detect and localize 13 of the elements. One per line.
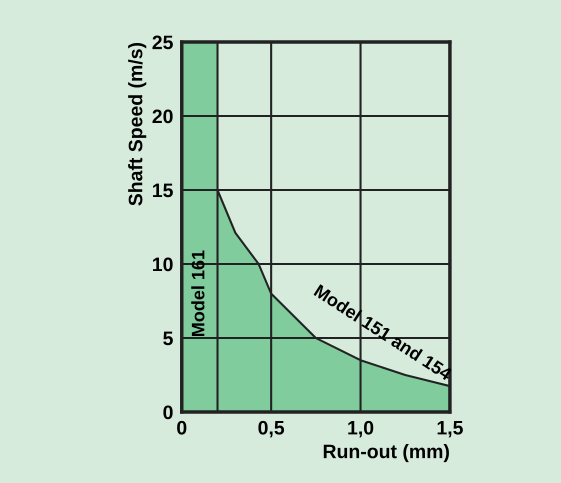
y-tick-label: 20 [152,109,173,124]
y-tick-label: 5 [163,332,173,346]
x-tick-label: 0,5 [258,420,284,438]
y-axis-title: Shaft Speed (m/s) [128,42,146,206]
y-tick-label: 10 [153,257,173,272]
x-axis-title: Run-out (mm) [324,444,449,462]
band-label: Model 161 [191,250,204,336]
y-tick-label: 0 [163,405,173,420]
x-tick-label: 1,0 [348,420,374,438]
y-tick-label: 25 [152,35,173,50]
x-tick-label: 1,5 [438,421,463,438]
x-tick-label: 0 [177,420,186,435]
y-tick-label: 15 [153,184,173,198]
